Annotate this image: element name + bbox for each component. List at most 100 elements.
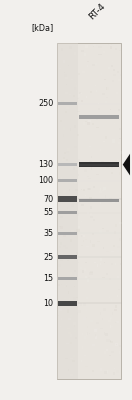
Bar — [74, 52, 76, 55]
Bar — [104, 371, 107, 374]
Bar — [61, 257, 62, 260]
Bar — [112, 61, 113, 62]
Bar — [69, 298, 70, 300]
Bar — [102, 228, 104, 229]
Bar — [61, 48, 63, 51]
Bar — [119, 138, 122, 139]
Bar — [111, 172, 113, 174]
Bar — [110, 46, 112, 49]
Bar — [87, 332, 88, 335]
Bar — [119, 344, 121, 347]
Bar — [63, 245, 66, 247]
Bar — [67, 174, 69, 176]
Bar — [103, 308, 106, 311]
Bar — [81, 303, 82, 306]
Bar — [116, 162, 118, 164]
Bar — [76, 229, 80, 232]
Bar — [65, 77, 68, 79]
Bar — [119, 128, 121, 130]
Bar — [74, 146, 77, 148]
Bar — [100, 312, 101, 315]
Bar — [94, 329, 97, 332]
Bar — [88, 178, 91, 179]
Bar — [109, 355, 111, 356]
Bar — [87, 188, 90, 190]
Bar — [74, 125, 76, 128]
Bar — [106, 96, 108, 98]
Bar — [83, 176, 86, 178]
Bar — [61, 178, 62, 180]
Bar — [58, 301, 77, 306]
Bar — [77, 262, 79, 263]
Bar — [76, 338, 77, 339]
Bar — [100, 300, 102, 302]
Bar — [115, 263, 116, 265]
Bar — [72, 360, 75, 362]
Bar — [60, 260, 63, 261]
Bar — [105, 49, 107, 51]
Bar — [76, 85, 77, 87]
Bar — [74, 270, 76, 272]
Bar — [81, 235, 83, 237]
Bar — [59, 192, 61, 194]
Bar — [77, 134, 79, 136]
Bar — [85, 45, 88, 48]
Bar — [85, 366, 88, 367]
Bar — [82, 346, 83, 349]
Bar — [96, 90, 97, 92]
Bar — [120, 263, 121, 265]
Bar — [57, 43, 121, 379]
Bar — [103, 247, 104, 249]
Bar — [71, 204, 74, 207]
Bar — [82, 115, 85, 116]
Bar — [67, 328, 70, 329]
Bar — [93, 46, 94, 47]
Bar — [82, 72, 85, 73]
Bar — [113, 141, 114, 142]
Bar — [68, 209, 69, 212]
Bar — [66, 284, 67, 286]
Bar — [83, 122, 84, 125]
Bar — [73, 180, 74, 182]
Bar — [65, 92, 68, 94]
Text: 130: 130 — [38, 160, 53, 169]
Bar — [89, 197, 92, 200]
Bar — [74, 208, 77, 210]
Bar — [58, 255, 77, 259]
Bar — [95, 328, 98, 330]
Bar — [83, 303, 86, 306]
Bar — [89, 199, 91, 201]
Bar — [100, 149, 101, 151]
Bar — [74, 330, 76, 332]
Bar — [112, 140, 115, 142]
Bar — [103, 187, 106, 190]
Bar — [67, 207, 69, 209]
Bar — [81, 100, 83, 102]
Bar — [70, 239, 72, 242]
Bar — [113, 372, 115, 375]
Bar — [106, 230, 109, 232]
Bar — [57, 43, 78, 379]
Bar — [107, 286, 110, 288]
Bar — [100, 188, 101, 191]
Bar — [74, 258, 76, 260]
Bar — [86, 203, 88, 204]
Bar — [59, 68, 61, 69]
Bar — [78, 174, 79, 176]
Bar — [115, 343, 118, 346]
Bar — [84, 336, 86, 339]
Bar — [67, 148, 70, 151]
Bar — [102, 318, 103, 320]
Bar — [116, 370, 119, 373]
Bar — [71, 79, 73, 80]
Bar — [73, 167, 75, 170]
Bar — [116, 173, 117, 174]
Bar — [108, 320, 111, 322]
Bar — [80, 267, 82, 270]
Bar — [88, 277, 90, 278]
Bar — [75, 189, 78, 191]
Bar — [94, 262, 96, 263]
Bar — [98, 108, 100, 110]
Bar — [70, 272, 72, 275]
Bar — [58, 300, 59, 302]
